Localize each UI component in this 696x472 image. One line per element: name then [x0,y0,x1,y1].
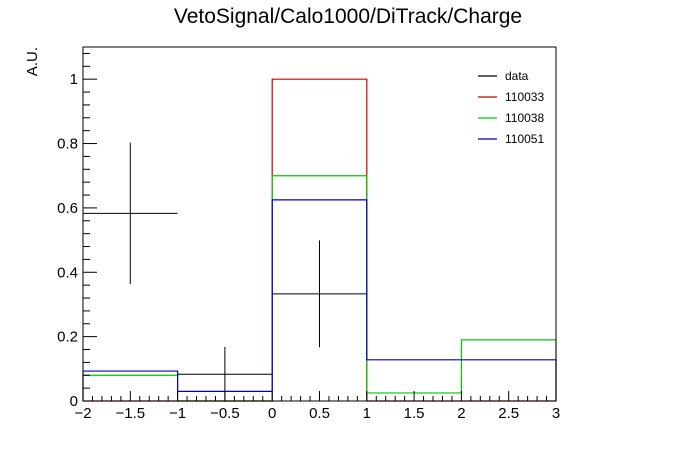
y-tick-label: 1 [70,71,78,88]
x-tick-label: 2 [457,405,465,422]
x-tick-label: 3 [552,405,560,422]
x-tick-label: 0 [268,405,276,422]
y-tick-label: 0.6 [57,200,78,217]
histogram-series-110033 [83,78,556,402]
y-axis-label: A.U. [24,47,41,76]
legend-entry-110051: 110051 [478,132,544,146]
x-tick-label: 2.5 [498,405,519,422]
y-tick-label: 0.2 [57,329,78,346]
x-tick-label: −0.5 [210,405,240,422]
x-tick-label: 1.5 [404,405,425,422]
legend: data 110033 110038 110051 [478,69,544,146]
y-tick-label: 0.8 [57,136,78,153]
legend-entry-data: data [478,69,529,83]
legend-label: data [505,69,529,83]
legend-entry-110033: 110033 [478,90,544,104]
x-tick-label: 0.5 [309,405,330,422]
chart-title: VetoSignal/Calo1000/DiTrack/Charge [174,5,522,28]
data-point [272,240,367,348]
plot-frame [82,46,557,402]
histogram-series-110038 [82,175,557,402]
x-tick-label: −2 [74,405,91,422]
data-point [83,142,178,285]
legend-label: 110051 [505,132,544,146]
legend-label: 110038 [505,111,544,125]
histogram-series-110051 [82,199,557,401]
y-tick-label: 0.4 [57,264,78,281]
x-tick-label: 1 [363,405,371,422]
axes: −2 −1.5 −1 −0.5 0 0.5 1 1.5 2 2.5 3 0 0.2 0.4 0.6 0.8 1 [57,46,560,422]
x-tick-label: −1 [169,405,186,422]
x-tick-label: −1.5 [115,405,145,422]
plot-area [82,78,557,402]
y-tick-label: 0 [70,393,78,410]
legend-entry-110038: 110038 [478,111,544,125]
legend-label: 110033 [505,90,544,104]
